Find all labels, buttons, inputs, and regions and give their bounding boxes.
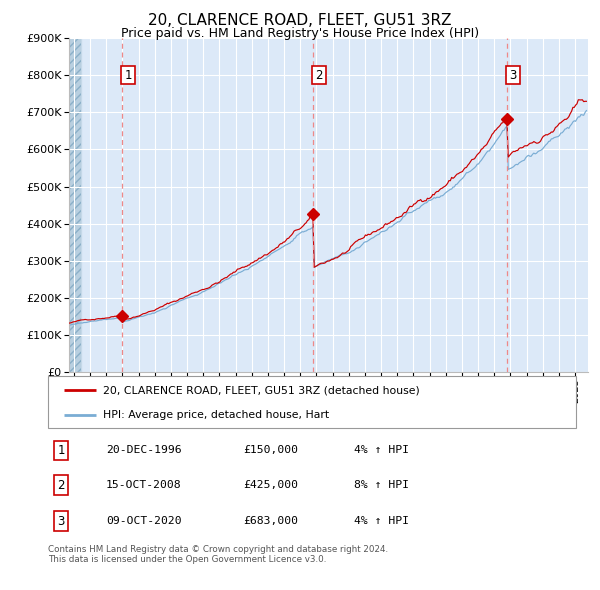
Text: £150,000: £150,000 <box>244 445 298 455</box>
Text: Price paid vs. HM Land Registry's House Price Index (HPI): Price paid vs. HM Land Registry's House … <box>121 27 479 40</box>
Text: 1: 1 <box>58 444 65 457</box>
Text: £683,000: £683,000 <box>244 516 298 526</box>
Text: Contains HM Land Registry data © Crown copyright and database right 2024.
This d: Contains HM Land Registry data © Crown c… <box>48 545 388 565</box>
Text: 8% ↑ HPI: 8% ↑ HPI <box>354 480 409 490</box>
Text: £425,000: £425,000 <box>244 480 298 490</box>
Text: HPI: Average price, detached house, Hart: HPI: Average price, detached house, Hart <box>103 410 329 419</box>
Text: 2: 2 <box>58 478 65 492</box>
Text: 4% ↑ HPI: 4% ↑ HPI <box>354 516 409 526</box>
Text: 09-OCT-2020: 09-OCT-2020 <box>106 516 182 526</box>
Text: 2: 2 <box>316 68 323 81</box>
Bar <box>69 38 80 372</box>
Text: 15-OCT-2008: 15-OCT-2008 <box>106 480 182 490</box>
Text: 3: 3 <box>509 68 517 81</box>
FancyBboxPatch shape <box>48 376 576 428</box>
Text: 4% ↑ HPI: 4% ↑ HPI <box>354 445 409 455</box>
Text: 1: 1 <box>124 68 132 81</box>
Text: 20, CLARENCE ROAD, FLEET, GU51 3RZ: 20, CLARENCE ROAD, FLEET, GU51 3RZ <box>148 13 452 28</box>
Text: 20, CLARENCE ROAD, FLEET, GU51 3RZ (detached house): 20, CLARENCE ROAD, FLEET, GU51 3RZ (deta… <box>103 385 420 395</box>
Text: 20-DEC-1996: 20-DEC-1996 <box>106 445 182 455</box>
Text: 3: 3 <box>58 515 65 528</box>
